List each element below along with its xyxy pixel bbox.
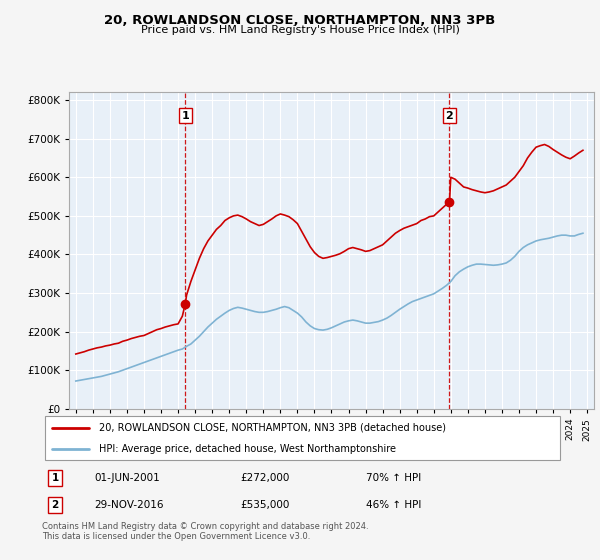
- Text: 20, ROWLANDSON CLOSE, NORTHAMPTON, NN3 3PB (detached house): 20, ROWLANDSON CLOSE, NORTHAMPTON, NN3 3…: [100, 423, 446, 433]
- Text: 1: 1: [52, 473, 59, 483]
- Text: 2: 2: [52, 500, 59, 510]
- FancyBboxPatch shape: [44, 416, 560, 460]
- Text: HPI: Average price, detached house, West Northamptonshire: HPI: Average price, detached house, West…: [100, 444, 397, 454]
- Text: 1: 1: [181, 110, 189, 120]
- Text: Price paid vs. HM Land Registry's House Price Index (HPI): Price paid vs. HM Land Registry's House …: [140, 25, 460, 35]
- Text: £535,000: £535,000: [241, 500, 290, 510]
- Text: 20, ROWLANDSON CLOSE, NORTHAMPTON, NN3 3PB: 20, ROWLANDSON CLOSE, NORTHAMPTON, NN3 3…: [104, 14, 496, 27]
- Text: 70% ↑ HPI: 70% ↑ HPI: [365, 473, 421, 483]
- Text: £272,000: £272,000: [241, 473, 290, 483]
- Text: 01-JUN-2001: 01-JUN-2001: [94, 473, 160, 483]
- Text: Contains HM Land Registry data © Crown copyright and database right 2024.
This d: Contains HM Land Registry data © Crown c…: [42, 522, 368, 542]
- Text: 2: 2: [446, 110, 454, 120]
- Text: 29-NOV-2016: 29-NOV-2016: [94, 500, 164, 510]
- Text: 46% ↑ HPI: 46% ↑ HPI: [365, 500, 421, 510]
